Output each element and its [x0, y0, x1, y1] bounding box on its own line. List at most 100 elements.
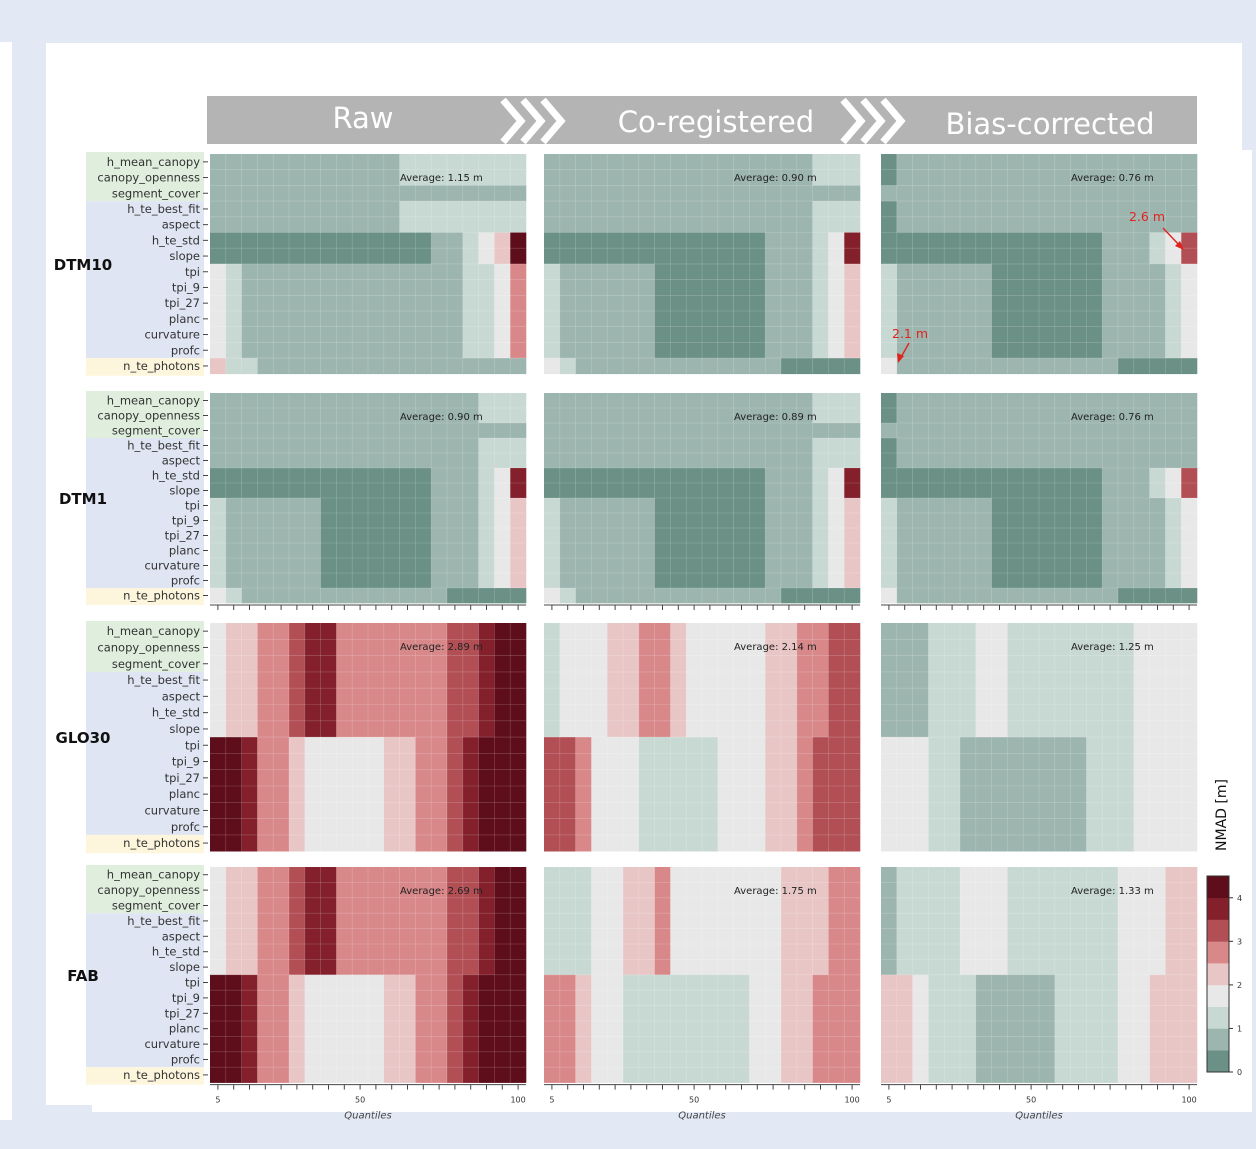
heatmap-cell: [1181, 169, 1198, 186]
heatmap-cell: [591, 802, 608, 819]
heatmap-cell: [975, 944, 992, 960]
chevron-icon: [880, 97, 906, 145]
heatmap-cell: [991, 802, 1008, 819]
heatmap-cell: [273, 342, 290, 359]
heatmap-cell: [991, 408, 1008, 424]
heatmap-cell: [559, 671, 576, 689]
heatmap-cell: [510, 513, 527, 529]
heatmap-cell: [1133, 483, 1150, 499]
heatmap-cell: [1133, 671, 1150, 689]
heatmap-cell: [765, 655, 782, 673]
heatmap-cell: [749, 232, 766, 249]
heatmap-cell: [991, 528, 1008, 544]
average-label: Average: 0.90 m: [400, 412, 483, 423]
heatmap-cell: [431, 543, 448, 559]
heatmap-cell: [575, 704, 592, 722]
heatmap-cell: [1086, 655, 1103, 673]
heatmap-cell: [368, 671, 385, 689]
heatmap-cell: [654, 769, 671, 787]
heatmap-cell: [320, 263, 337, 280]
heatmap-cell: [607, 423, 624, 439]
heatmap-cell: [462, 408, 479, 424]
heatmap-cell: [1149, 185, 1166, 202]
heatmap-cell: [210, 248, 227, 265]
heatmap-cell: [796, 974, 813, 991]
row-label-dtm10: DTM10: [54, 256, 112, 274]
heatmap-cell: [623, 468, 640, 484]
heatmap-cell: [478, 408, 495, 424]
heatmap-cell: [812, 342, 829, 359]
heatmap-cell: [670, 974, 687, 991]
heatmap-cell: [257, 1021, 274, 1037]
heatmap-cell: [1102, 154, 1119, 170]
heatmap-cell: [928, 558, 945, 574]
heatmap-cell: [1007, 185, 1024, 202]
heatmap-cell: [686, 483, 703, 499]
heatmap-cell: [812, 1036, 829, 1053]
heatmap-cell: [462, 671, 479, 689]
heatmap-cell: [844, 498, 861, 514]
heatmap-cell: [304, 498, 321, 514]
heatmap-cell: [478, 185, 495, 202]
heatmap-cell: [320, 786, 337, 803]
heatmap-cell: [336, 453, 353, 469]
heatmap-cell: [1149, 639, 1166, 656]
heatmap-cell: [654, 753, 671, 770]
heatmap-cell: [812, 737, 829, 754]
heatmap-cell: [320, 671, 337, 689]
heatmap-cell: [623, 834, 640, 852]
heatmap-cell: [575, 720, 592, 738]
heatmap-cell: [289, 671, 306, 689]
heatmap-cell: [1118, 216, 1135, 233]
heatmap-cell: [1165, 185, 1182, 202]
heatmap-cell: [796, 802, 813, 819]
heatmap-cell: [654, 913, 671, 929]
heatmap-cell: [304, 882, 321, 899]
heatmap-cell: [210, 882, 227, 899]
heatmap-cell: [654, 408, 671, 424]
heatmap-cell: [210, 483, 227, 499]
heatmap-cell: [1007, 944, 1024, 960]
heatmap-cell: [257, 393, 274, 409]
heatmap-cell: [765, 358, 782, 375]
heatmap-cell: [415, 990, 432, 1006]
heatmap-cell: [415, 311, 432, 327]
heatmap-cell: [670, 928, 687, 945]
heatmap-cell: [320, 944, 337, 960]
heatmap-cell: [670, 232, 687, 249]
heatmap-cell: [944, 753, 961, 770]
heatmap-cell: [1023, 216, 1040, 233]
heatmap-cell: [304, 897, 321, 914]
heatmap-cell: [881, 588, 898, 604]
heatmap-cell: [991, 279, 1008, 296]
heatmap-cell: [1181, 543, 1198, 559]
heatmap-cell: [575, 623, 592, 640]
heatmap-cell: [544, 1005, 561, 1022]
heatmap-cell: [368, 326, 385, 343]
heatmap-cell: [960, 655, 977, 673]
heatmap-cell: [881, 513, 898, 529]
heatmap-cell: [975, 279, 992, 296]
heatmap-cell: [991, 623, 1008, 640]
heatmap-cell: [928, 928, 945, 945]
heatmap-cell: [991, 882, 1008, 899]
heatmap-cell: [575, 913, 592, 929]
heatmap-cell: [638, 326, 655, 343]
heatmap-cell: [241, 1005, 258, 1022]
heatmap-cell: [670, 513, 687, 529]
heatmap-cell: [607, 154, 624, 170]
heatmap-cell: [591, 423, 608, 439]
heatmap-cell: [304, 279, 321, 296]
heatmap-cell: [431, 311, 448, 327]
heatmap-cell: [273, 528, 290, 544]
heatmap-cell: [928, 295, 945, 312]
heatmap-cell: [896, 295, 913, 312]
heatmap-cell: [1102, 279, 1119, 296]
heatmap-cell: [304, 1036, 321, 1053]
heatmap-cell: [781, 588, 798, 604]
heatmap-cell: [591, 753, 608, 770]
heatmap-cell: [749, 468, 766, 484]
heatmap-cell: [289, 453, 306, 469]
heatmap-cell: [383, 1067, 400, 1083]
heatmap-cell: [510, 704, 527, 722]
